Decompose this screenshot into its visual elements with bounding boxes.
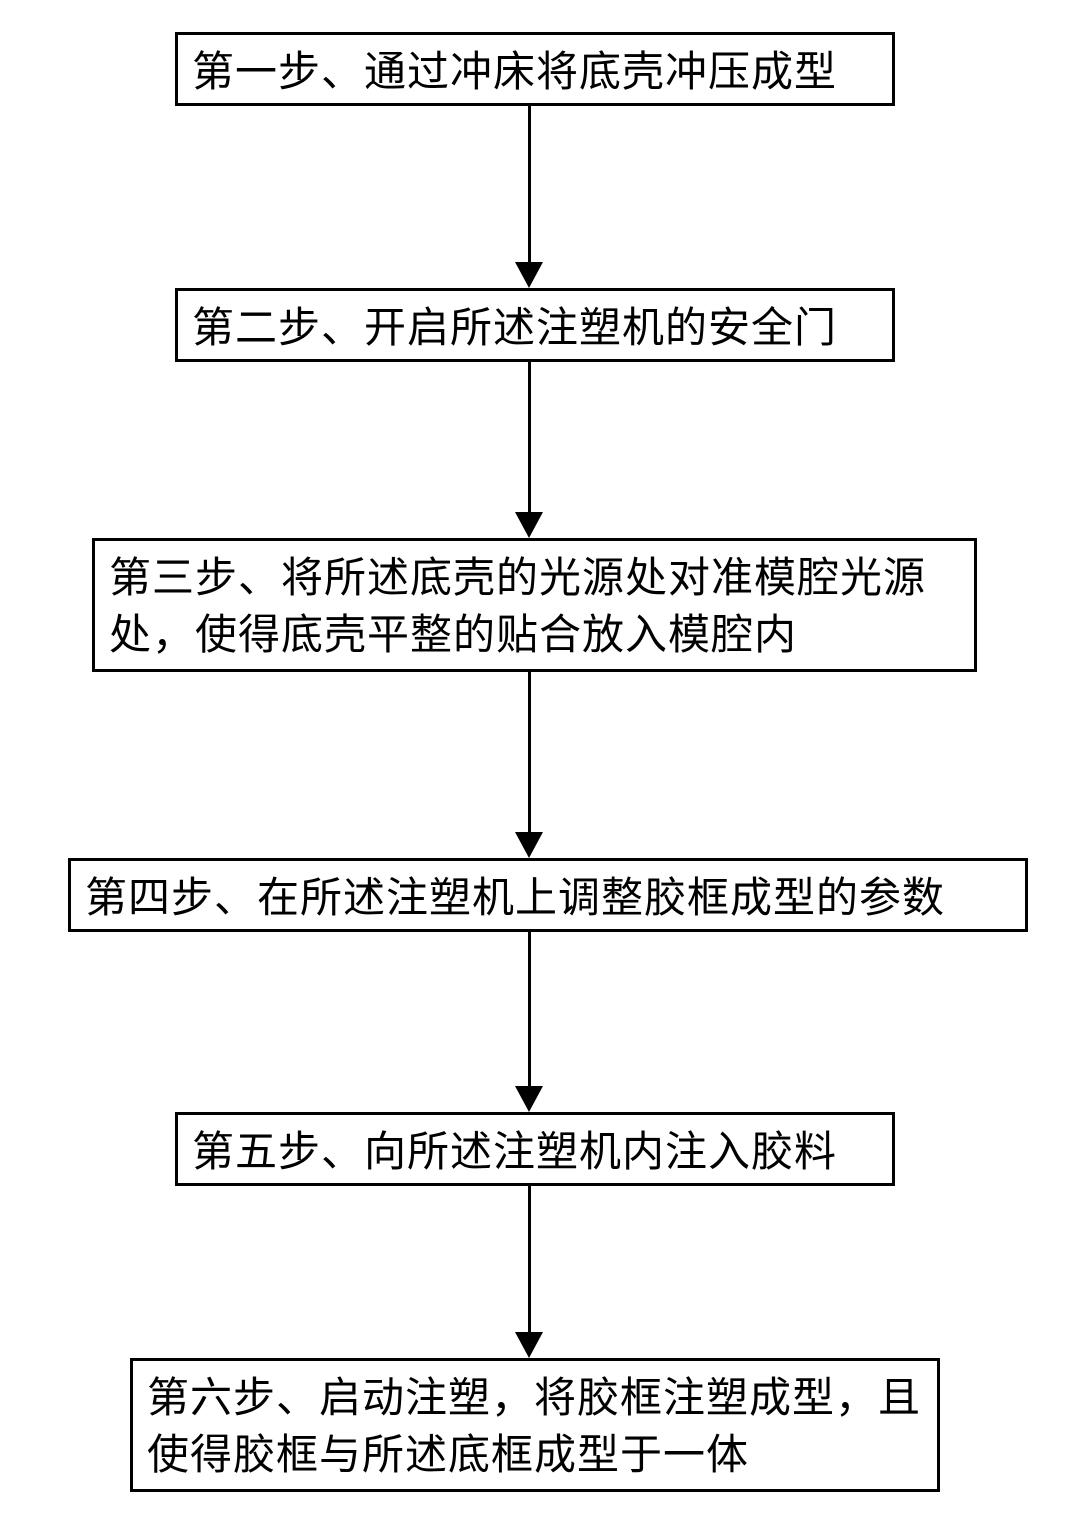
step-4-text: 第四步、在所述注塑机上调整胶框成型的参数 (85, 871, 945, 928)
arrow-4-head (515, 1086, 543, 1112)
arrow-5-head (515, 1332, 543, 1358)
flowchart-canvas: 第一步、通过冲床将底壳冲压成型 第二步、开启所述注塑机的安全门 第三步、将所述底… (0, 0, 1092, 1518)
step-3-box: 第三步、将所述底壳的光源处对准模腔光源处，使得底壳平整的贴合放入模腔内 (92, 538, 977, 672)
step-3-text: 第三步、将所述底壳的光源处对准模腔光源处，使得底壳平整的贴合放入模腔内 (109, 551, 960, 664)
arrow-2-line (528, 362, 531, 512)
step-2-text: 第二步、开启所述注塑机的安全门 (192, 301, 837, 358)
arrow-1-line (528, 106, 531, 262)
step-4-box: 第四步、在所述注塑机上调整胶框成型的参数 (68, 858, 1028, 932)
arrow-3-line (528, 672, 531, 832)
arrow-5-line (528, 1186, 531, 1332)
step-2-box: 第二步、开启所述注塑机的安全门 (175, 288, 895, 362)
step-5-text: 第五步、向所述注塑机内注入胶料 (192, 1125, 837, 1182)
step-1-text: 第一步、通过冲床将底壳冲压成型 (192, 45, 837, 102)
arrow-1-head (515, 262, 543, 288)
step-5-box: 第五步、向所述注塑机内注入胶料 (175, 1112, 895, 1186)
step-6-text: 第六步、启动注塑，将胶框注塑成型，且使得胶框与所述底框成型于一体 (147, 1371, 923, 1484)
arrow-3-head (515, 832, 543, 858)
arrow-2-head (515, 512, 543, 538)
step-1-box: 第一步、通过冲床将底壳冲压成型 (175, 32, 895, 106)
arrow-4-line (528, 932, 531, 1086)
step-6-box: 第六步、启动注塑，将胶框注塑成型，且使得胶框与所述底框成型于一体 (130, 1358, 940, 1492)
